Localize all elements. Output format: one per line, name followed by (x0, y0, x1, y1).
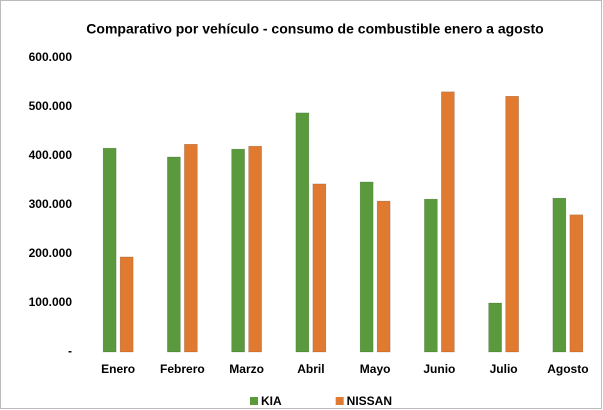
bar (119, 256, 134, 353)
x-tick-label: Marzo (229, 362, 264, 376)
bar (102, 147, 117, 353)
legend-swatch (335, 397, 344, 405)
bar (184, 143, 198, 353)
legend-label: KIA (261, 394, 282, 408)
y-tick-label: 200.000 (29, 246, 73, 260)
bar (376, 200, 391, 353)
bar (312, 183, 327, 353)
bar (569, 214, 584, 353)
bar (424, 198, 438, 353)
x-tick-label: Mayo (360, 362, 391, 376)
bar (167, 156, 181, 353)
y-tick-label: - (68, 344, 72, 358)
legend-swatch (250, 397, 258, 405)
y-tick-label: 500.000 (29, 99, 73, 113)
bar (488, 302, 502, 353)
bar (441, 91, 455, 353)
x-tick-label: Enero (101, 362, 135, 376)
bar (359, 181, 374, 353)
x-tick-label: Julio (490, 362, 518, 376)
legend-label: NISSAN (347, 394, 392, 408)
x-tick-label: Junio (423, 362, 455, 376)
bar (231, 148, 245, 353)
bar (248, 145, 262, 353)
y-tick-label: 400.000 (29, 148, 73, 162)
x-tick-label: Abril (297, 362, 324, 376)
y-tick-label: 600.000 (29, 50, 73, 64)
x-tick-label: Febrero (160, 362, 205, 376)
bar (552, 197, 567, 353)
y-tick-label: 100.000 (29, 295, 73, 309)
bar (295, 112, 310, 353)
x-tick-label: Agosto (547, 362, 588, 376)
chart-title: Comparativo por vehículo - consumo de co… (86, 21, 543, 37)
bar (505, 95, 519, 353)
y-tick-label: 300.000 (29, 197, 73, 211)
